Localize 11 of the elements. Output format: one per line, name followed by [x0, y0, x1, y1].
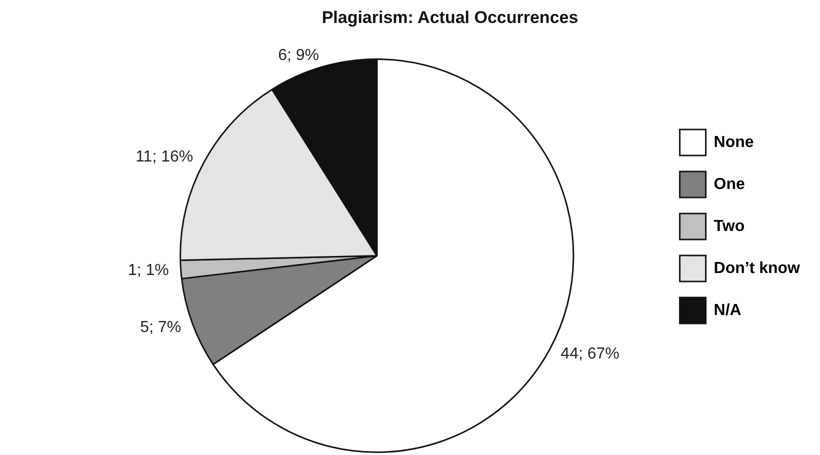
data-label: 1; 1%	[128, 262, 169, 279]
legend-label: One	[714, 176, 746, 193]
legend-label: None	[714, 134, 754, 151]
legend-label: Don’t know	[714, 260, 801, 277]
legend-label: N/A	[714, 302, 742, 319]
data-label: 5; 7%	[140, 318, 182, 336]
data-label: 6; 9%	[278, 46, 319, 64]
legend-label: Two	[714, 218, 745, 235]
data-label: 11; 16%	[136, 148, 194, 166]
chart-title: Plagiarism: Actual Occurrences	[322, 8, 578, 27]
data-label: 44; 67%	[560, 346, 620, 363]
